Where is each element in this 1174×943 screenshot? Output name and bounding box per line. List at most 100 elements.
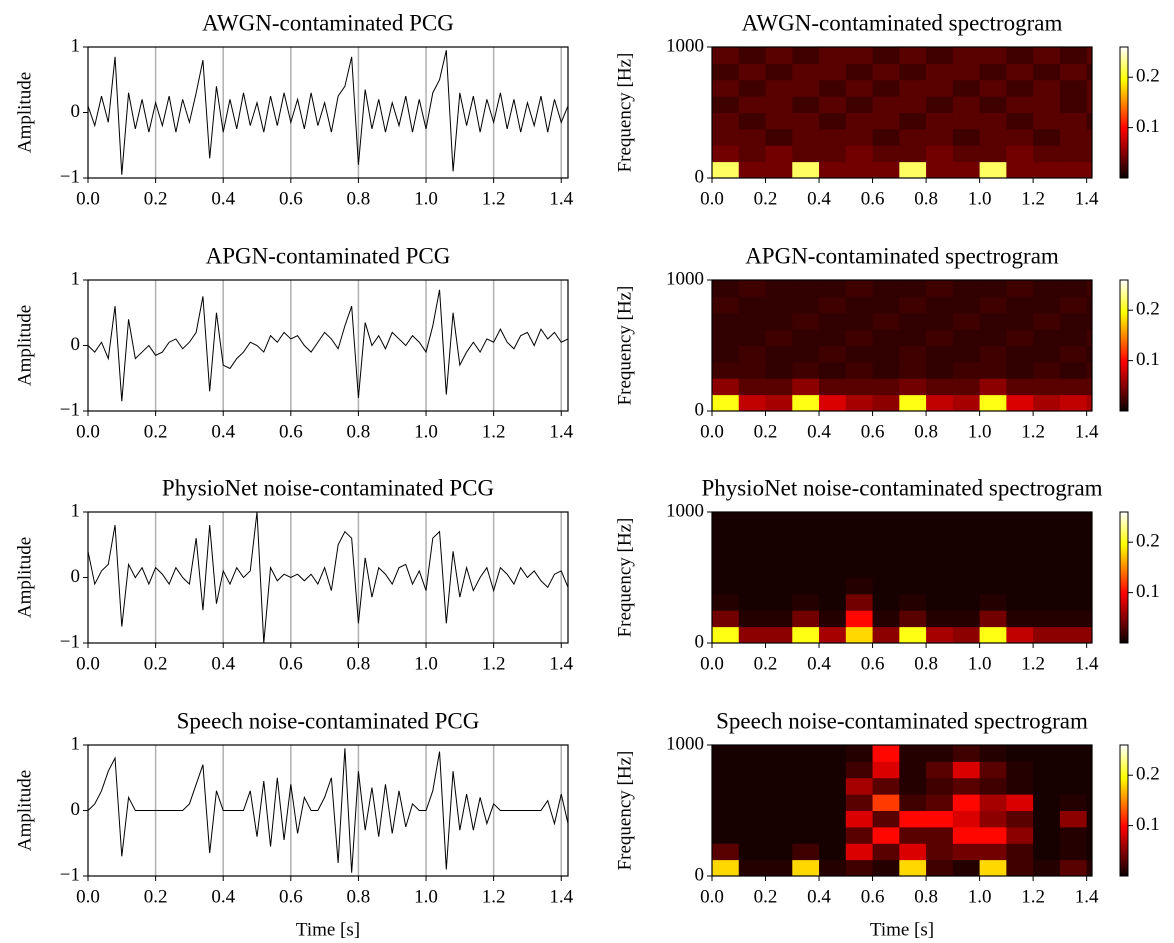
heatmap-cell <box>845 761 874 779</box>
heatmap-cell <box>952 63 981 81</box>
heatmap-cell <box>1033 96 1061 113</box>
y-tick-label: 1 <box>71 268 81 289</box>
heatmap-cell <box>738 128 767 146</box>
heatmap-cell <box>819 843 847 861</box>
x-tick-label: 0.4 <box>807 653 831 674</box>
colorbar-tick-label: 0.1 <box>1136 116 1160 137</box>
heatmap-cell <box>979 745 1007 762</box>
y-tick-label: −1 <box>60 166 80 187</box>
heatmap-cell <box>952 794 981 811</box>
heatmap-cell <box>765 96 793 113</box>
heatmap-cell <box>1006 329 1034 346</box>
x-tick-label: 0.4 <box>211 886 235 907</box>
heatmap-cell <box>819 79 847 97</box>
heatmap-cell <box>926 826 954 844</box>
heatmap-cell <box>738 826 767 844</box>
heatmap-cell <box>979 47 1007 64</box>
heatmap-cell <box>1059 794 1088 811</box>
heatmap-cell <box>979 843 1007 861</box>
heatmap-cell <box>899 626 927 643</box>
heatmap-cell <box>1006 593 1034 611</box>
heatmap-cell <box>872 296 900 314</box>
x-tick-label: 0.0 <box>76 421 100 442</box>
heatmap-cell <box>899 843 927 861</box>
heatmap-cell <box>979 577 1007 595</box>
heatmap-cell <box>1059 859 1088 876</box>
heatmap-cell <box>765 810 793 828</box>
heatmap-cell <box>1086 96 1092 113</box>
x-tick-label: 0.8 <box>347 653 371 674</box>
heatmap-cell <box>765 47 793 64</box>
colorbar-tick-label: 0.2 <box>1136 764 1160 785</box>
heatmap-cell <box>979 345 1007 363</box>
heatmap-cell <box>792 63 820 81</box>
colorbar-tick-label: 0.2 <box>1136 66 1160 87</box>
heatmap-cell <box>1059 577 1088 595</box>
heatmap-cell <box>979 394 1007 411</box>
heatmap-cell <box>1006 312 1034 330</box>
y-tick-label: 0 <box>71 799 81 820</box>
heatmap-cell <box>819 810 847 828</box>
heatmap-cell <box>712 745 740 762</box>
heatmap-cell <box>792 361 820 379</box>
heatmap-cell <box>872 63 900 81</box>
heatmap-cell <box>765 561 793 578</box>
y-tick-label: 0 <box>695 631 705 652</box>
subplot: Speech noise-contaminated spectrogram Fre… <box>614 708 1159 940</box>
heatmap-cell <box>926 610 954 628</box>
heatmap-cell <box>792 512 820 529</box>
heatmap-cell <box>792 528 820 546</box>
subplot-title: Speech noise-contaminated PCG <box>177 708 480 733</box>
heatmap-cell <box>979 296 1007 314</box>
heatmap-cell <box>765 161 793 178</box>
heatmap-cell <box>1059 112 1088 130</box>
heatmap-cell <box>765 378 793 396</box>
heatmap-cell <box>1086 528 1092 546</box>
y-tick-label: 1000 <box>666 268 704 289</box>
y-axis-label: Frequency [Hz] <box>614 518 635 638</box>
heatmap-cell <box>979 610 1007 628</box>
heatmap-cell <box>712 312 740 330</box>
heatmap-cell <box>1006 843 1034 861</box>
heatmap-cell <box>712 128 740 146</box>
heatmap-cell <box>738 47 767 64</box>
heatmap-cell <box>872 79 900 97</box>
heatmap-cell <box>712 577 740 595</box>
heatmap-cell <box>712 378 740 396</box>
heatmap-cell <box>738 794 767 811</box>
heatmap-cell <box>899 745 927 762</box>
heatmap-cell <box>1006 280 1034 297</box>
heatmap-cell <box>1086 794 1092 811</box>
heatmap-cell <box>819 626 847 643</box>
heatmap-cell <box>1086 312 1092 330</box>
heatmap-cell <box>1086 810 1092 828</box>
heatmap-cell <box>845 112 874 130</box>
heatmap-cell <box>738 528 767 546</box>
heatmap-cell <box>1006 112 1034 130</box>
heatmap-cell <box>1059 777 1088 795</box>
heatmap-cell <box>926 329 954 346</box>
y-tick-label: 0 <box>71 334 81 355</box>
heatmap-cell <box>952 810 981 828</box>
colorbar-tick-label: 0.1 <box>1136 814 1160 835</box>
heatmap-cell <box>1086 859 1092 876</box>
heatmap-cell <box>979 859 1007 876</box>
subplot: AWGN-contaminated PCG Amplitude 0.0 0.2 0.4 0… <box>14 10 573 209</box>
heatmap-cell <box>712 794 740 811</box>
y-tick-label: 1 <box>71 733 81 754</box>
heatmap-cell <box>765 745 793 762</box>
heatmap-cell <box>952 161 981 178</box>
x-tick-label: 0.6 <box>861 886 885 907</box>
y-tick-label: 0 <box>71 566 81 587</box>
heatmap-cell <box>872 761 900 779</box>
heatmap-cell <box>1059 79 1088 97</box>
heatmap-cell <box>845 826 874 844</box>
heatmap-cell <box>1033 859 1061 876</box>
heatmap-cell <box>819 859 847 876</box>
x-tick-label: 1.4 <box>1075 653 1099 674</box>
heatmap-cell <box>926 794 954 811</box>
heatmap-cell <box>872 512 900 529</box>
heatmap-cell <box>1059 345 1088 363</box>
heatmap-cell <box>952 394 981 411</box>
heatmap-cell <box>899 777 927 795</box>
